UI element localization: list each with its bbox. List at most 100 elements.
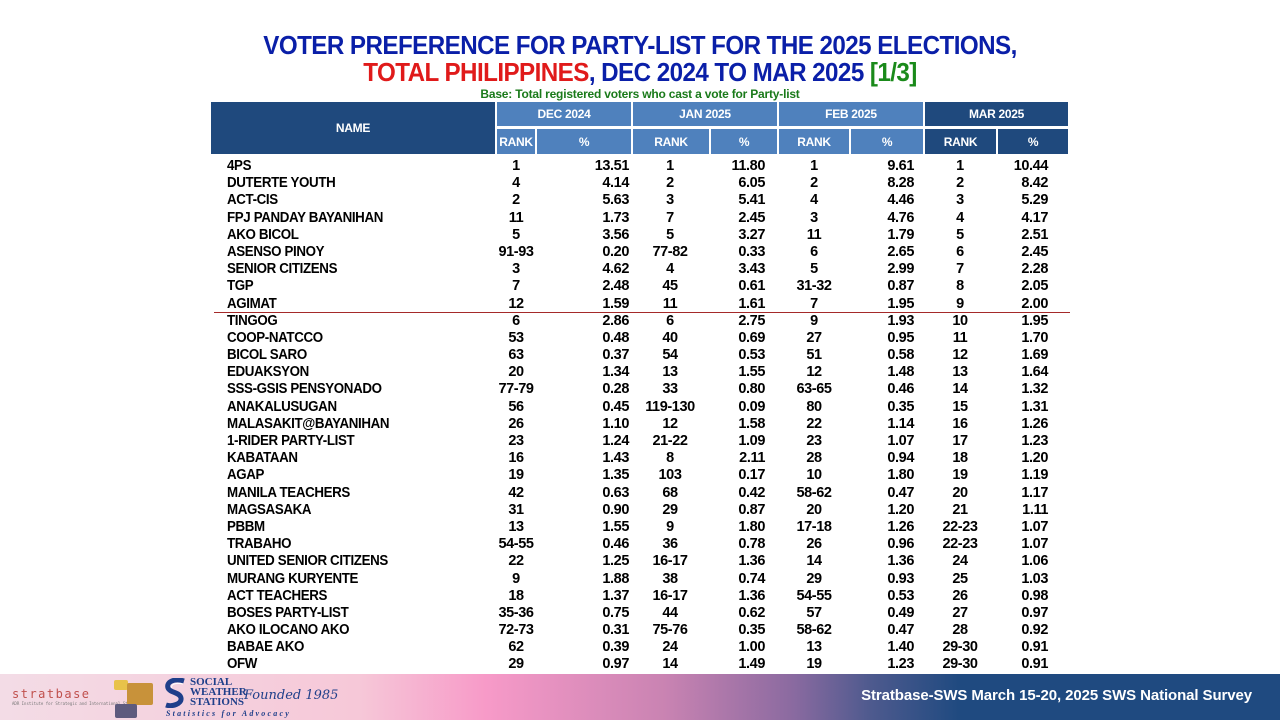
stratbase-tagline: ADR Institute for Strategic and Internat…	[12, 701, 140, 706]
cell-feb-rank: 51	[806, 347, 822, 364]
cell-dec-rank: 16	[508, 450, 524, 467]
title-page-indicator: [1/3]	[869, 57, 917, 87]
cell-name: TRABAHO	[227, 536, 292, 553]
cell-name: AGIMAT	[227, 295, 277, 312]
cell-mar-pct: 1.95	[1021, 312, 1048, 329]
cell-feb-rank: 58-62	[796, 484, 832, 501]
cell-jan-pct: 2.11	[739, 450, 765, 467]
cell-jan-pct: 2.75	[738, 312, 765, 329]
cell-feb-rank: 17-18	[796, 518, 832, 535]
header-feb-pct: %	[851, 129, 923, 154]
cell-mar-rank: 6	[956, 243, 964, 260]
table-row: AGAP 19 1.35 103 0.17 10 1.80 19 1.19	[211, 467, 1068, 484]
title-period: , DEC 2024 TO MAR 2025	[588, 57, 870, 87]
cell-feb-pct: 8.28	[887, 175, 914, 192]
cell-dec-pct: 4.62	[602, 261, 629, 278]
table-row: AGIMAT 12 1.59 11 1.61 7 1.95 9 2.00	[211, 296, 1068, 313]
sws-line: WEATHER	[190, 686, 247, 698]
cell-dec-pct: 1.10	[602, 415, 629, 432]
cell-jan-pct: 0.74	[738, 570, 765, 587]
table-row: BICOL SARO 63 0.37 54 0.53 51 0.58 12 1.69	[211, 347, 1068, 364]
table-row: ACT TEACHERS 18 1.37 16-17 1.36 54-55 0.53 26 0.…	[211, 588, 1068, 605]
cell-feb-rank: 7	[810, 295, 818, 312]
cell-name: BABAE AKO	[227, 639, 304, 656]
cell-feb-pct: 4.76	[887, 209, 914, 226]
cell-jan-rank: 38	[662, 570, 678, 587]
cell-jan-rank: 3	[666, 192, 674, 209]
cell-mar-rank: 14	[952, 381, 968, 398]
cell-mar-pct: 1.03	[1021, 570, 1048, 587]
cell-jan-pct: 0.33	[738, 243, 765, 260]
cell-dec-pct: 1.37	[602, 587, 629, 604]
cell-mar-pct: 2.51	[1021, 226, 1048, 243]
stratbase-square-icon	[127, 683, 153, 705]
cell-mar-rank: 16	[952, 415, 968, 432]
cell-jan-pct: 0.87	[738, 501, 765, 518]
table-row: BABAE AKO 62 0.39 24 1.00 13 1.40 29-30 0.91	[211, 639, 1068, 656]
cell-feb-rank: 10	[806, 467, 822, 484]
cell-mar-rank: 22-23	[942, 518, 978, 535]
cell-mar-rank: 17	[952, 433, 968, 449]
table-row: OFW 29 0.97 14 1.49 19 1.23 29-30 0.91	[211, 656, 1068, 673]
cell-jan-rank: 12	[662, 415, 678, 432]
cell-jan-rank: 36	[662, 536, 678, 553]
table-row: MAGSASAKA 31 0.90 29 0.87 20 1.20 21 1.11	[211, 502, 1068, 519]
cell-name: SSS-GSIS PENSYONADO	[227, 381, 382, 398]
cell-dec-rank: 4	[512, 175, 520, 192]
cell-dec-pct: 13.51	[594, 158, 630, 174]
cell-dec-rank: 72-73	[498, 622, 534, 639]
cell-mar-pct: 1.11	[1022, 501, 1048, 518]
cell-feb-rank: 11	[806, 226, 822, 243]
cell-dec-rank: 31	[508, 501, 524, 518]
cell-name: 4PS	[227, 158, 252, 174]
cell-dec-pct: 1.43	[602, 450, 629, 467]
cell-mar-pct: 1.69	[1021, 347, 1048, 364]
cell-jan-pct: 1.36	[738, 553, 765, 570]
cell-feb-pct: 0.53	[887, 587, 914, 604]
cell-dec-pct: 1.88	[602, 570, 629, 587]
sws-tagline: Statistics for Advocacy	[166, 709, 291, 718]
cell-feb-pct: 0.96	[887, 536, 914, 553]
cell-name: FPJ PANDAY BAYANIHAN	[227, 209, 383, 226]
cell-dec-pct: 0.90	[602, 501, 629, 518]
cell-feb-rank: 58-62	[796, 622, 832, 639]
table-row: TINGOG 6 2.86 6 2.75 9 1.93 10 1.95	[211, 313, 1068, 330]
cell-name: TGP	[227, 278, 254, 295]
table-row: MANILA TEACHERS 42 0.63 68 0.42 58-62 0.47 20 1.…	[211, 485, 1068, 502]
cell-feb-rank: 4	[810, 192, 818, 209]
cell-jan-pct: 0.17	[738, 467, 765, 484]
cell-mar-pct: 1.07	[1021, 518, 1048, 535]
cell-jan-rank: 103	[658, 467, 682, 484]
cell-mar-pct: 0.92	[1021, 622, 1048, 639]
cell-mar-rank: 1	[956, 158, 964, 174]
cell-feb-rank: 28	[806, 450, 822, 467]
table-row: PBBM 13 1.55 9 1.80 17-18 1.26 22-23 1.07	[211, 519, 1068, 536]
cell-feb-pct: 1.20	[887, 501, 914, 518]
base-note: Base: Total registered voters who cast a…	[480, 87, 800, 101]
cell-jan-rank: 6	[666, 312, 674, 329]
cell-feb-pct: 1.14	[887, 415, 914, 432]
cell-name: ASENSO PINOY	[227, 243, 325, 260]
header-month-mar: MAR 2025	[925, 102, 1068, 126]
cell-feb-pct: 0.87	[887, 278, 914, 295]
cell-dec-rank: 63	[508, 347, 524, 364]
cell-name: BICOL SARO	[227, 347, 307, 364]
cell-jan-pct: 6.05	[738, 175, 765, 192]
cell-feb-pct: 0.95	[887, 329, 914, 346]
cell-mar-pct: 1.06	[1021, 553, 1048, 570]
cell-jan-rank: 29	[662, 501, 678, 518]
cell-jan-pct: 0.42	[738, 484, 765, 501]
cell-mar-pct: 1.23	[1021, 433, 1048, 449]
cell-mar-rank: 22-23	[942, 536, 978, 553]
cell-mar-rank: 11	[952, 329, 968, 346]
table-row: EDUAKSYON 20 1.34 13 1.55 12 1.48 13 1.64	[211, 364, 1068, 381]
cell-dec-pct: 0.63	[602, 484, 629, 501]
cell-name: ANAKALUSUGAN	[227, 398, 337, 415]
cell-mar-pct: 1.07	[1021, 536, 1048, 553]
cell-feb-pct: 1.26	[887, 518, 914, 535]
cell-jan-pct: 0.61	[738, 278, 765, 295]
table-row: AKO ILOCANO AKO 72-73 0.31 75-76 0.35 58-62 0.…	[211, 622, 1068, 639]
cell-mar-pct: 2.28	[1021, 261, 1048, 278]
cell-dec-rank: 19	[508, 467, 524, 484]
cell-name: UNITED SENIOR CITIZENS	[227, 553, 388, 570]
